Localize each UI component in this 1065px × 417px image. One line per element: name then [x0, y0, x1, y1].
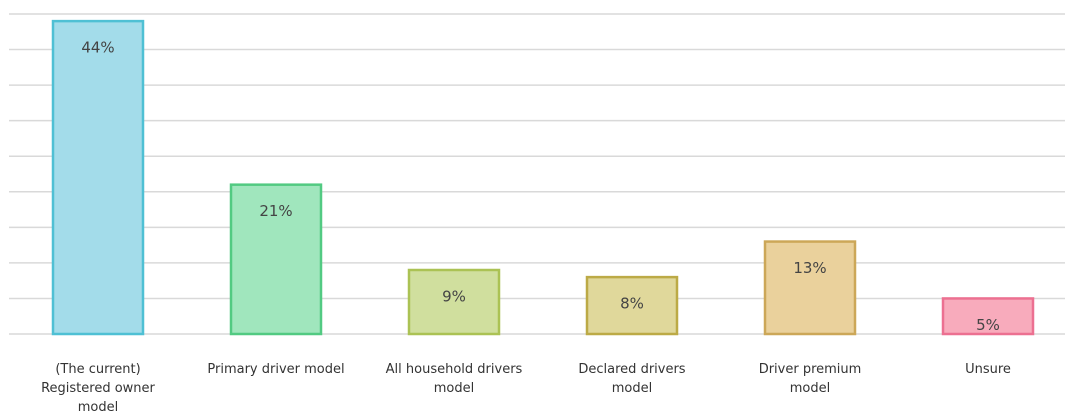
- value-label: 21%: [259, 202, 292, 220]
- value-label: 44%: [81, 39, 114, 57]
- x-tick-label: All household drivers model: [385, 362, 523, 396]
- x-tick-label: Primary driver model: [207, 362, 345, 377]
- x-tick-label: Unsure: [965, 362, 1011, 377]
- x-tick-label: (The current) Registered owner model: [41, 362, 155, 415]
- value-label: 8%: [620, 295, 644, 313]
- value-label: 13%: [793, 259, 826, 277]
- bar: [407, 268, 501, 336]
- x-tick-label: Driver premium model: [758, 362, 862, 396]
- bar: [763, 240, 857, 336]
- bar: [941, 297, 1035, 336]
- x-tick-label: Declared drivers model: [578, 362, 686, 396]
- value-label: 9%: [442, 288, 466, 306]
- value-label: 5%: [976, 316, 1000, 334]
- bar: [229, 183, 323, 336]
- bar: [585, 275, 679, 336]
- bar: [51, 19, 145, 336]
